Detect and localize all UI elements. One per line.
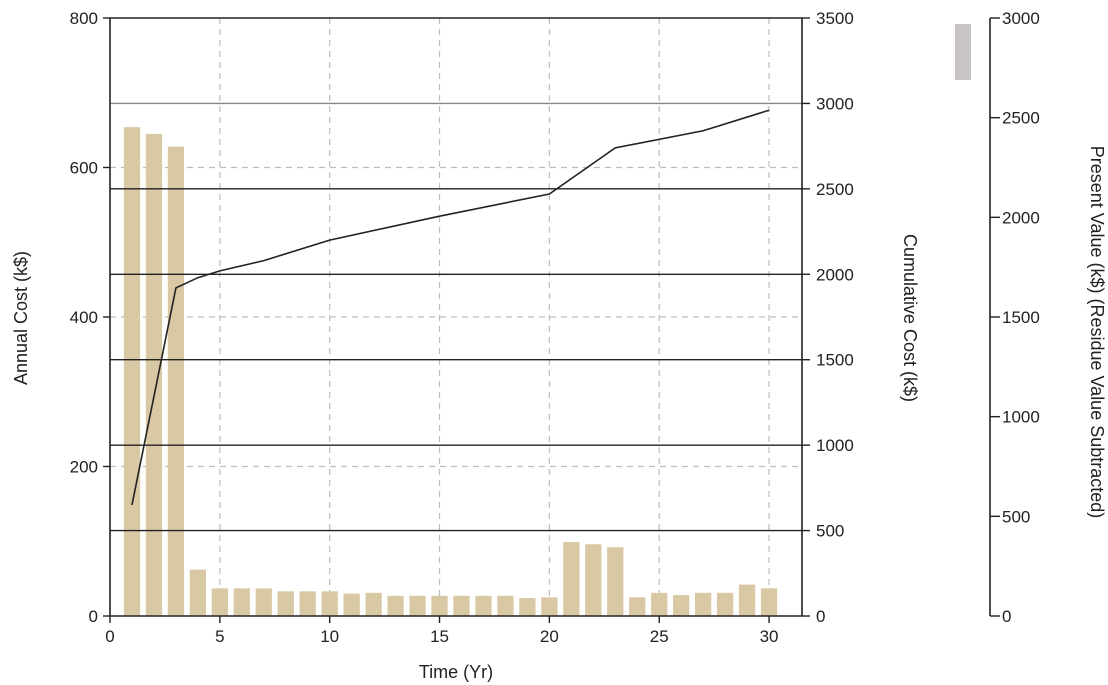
x-tick-label: 5	[215, 627, 224, 646]
far-right-tick-label: 2000	[1002, 208, 1040, 227]
x-tick-label: 15	[430, 627, 449, 646]
x-axis-label: Time (Yr)	[419, 662, 493, 682]
bar	[277, 591, 294, 616]
y-axis-right-label: Cumulative Cost (k$)	[900, 234, 920, 402]
cumulative-cost-line	[131, 109, 770, 506]
y-right-tick-label: 2000	[816, 265, 854, 284]
bar	[431, 595, 448, 616]
bar	[497, 595, 514, 616]
present-value-axis: 0 500 1000 1500 2000 2500 3000	[955, 9, 1040, 626]
bar	[365, 592, 382, 616]
cumulative-gridlines	[110, 102, 802, 532]
far-right-tick-label: 500	[1002, 507, 1030, 526]
bar	[299, 591, 316, 616]
cumulative-line	[131, 109, 770, 506]
bar	[695, 592, 712, 616]
grid	[110, 18, 802, 616]
bar	[145, 133, 163, 617]
y-right-tick-label: 1500	[816, 351, 854, 370]
far-right-tick-label: 2500	[1002, 109, 1040, 128]
y-left-tick-label: 600	[70, 159, 98, 178]
bar	[343, 593, 360, 616]
axes	[103, 17, 810, 623]
bar	[387, 595, 404, 616]
far-right-tick-label: 0	[1002, 607, 1011, 626]
y-right-tick-label: 500	[816, 522, 844, 541]
bar	[519, 598, 536, 616]
y-left-tick-label: 800	[70, 9, 98, 28]
y-right-tick-label: 1000	[816, 436, 854, 455]
y-right-tick-label: 0	[816, 607, 825, 626]
bar	[409, 595, 426, 616]
x-tick-label: 20	[540, 627, 559, 646]
bar	[716, 592, 734, 616]
bar	[651, 592, 668, 616]
x-tick-label: 0	[105, 627, 114, 646]
x-tick-label: 10	[320, 627, 339, 646]
bar	[233, 588, 250, 616]
y-axis-far-right-label: Present Value (k$) (Residue Value Subtra…	[1087, 146, 1107, 519]
y-right-tick-label: 3000	[816, 94, 854, 113]
bar	[585, 544, 602, 616]
bar	[607, 547, 624, 616]
bar	[629, 597, 646, 616]
x-tick-label: 30	[760, 627, 779, 646]
far-right-tick-label: 1000	[1002, 408, 1040, 427]
bar	[189, 569, 207, 616]
bar	[541, 597, 558, 616]
bar	[475, 595, 492, 616]
y-right-tick-label: 2500	[816, 180, 854, 199]
x-tick-label: 25	[650, 627, 669, 646]
bar	[167, 146, 185, 616]
bar	[453, 595, 470, 616]
y-axis-left-label: Annual Cost (k$)	[11, 251, 31, 385]
bar	[673, 595, 690, 616]
far-right-tick-label: 3000	[1002, 9, 1040, 28]
y-left-tick-label: 0	[89, 607, 98, 626]
bar	[563, 541, 580, 616]
y-right-tick-label: 3500	[816, 9, 854, 28]
y-left-tick-label: 200	[70, 458, 98, 477]
bar	[255, 588, 272, 616]
bar	[123, 127, 141, 616]
bar	[321, 591, 338, 616]
tick-labels: 0 5 10 15 20 25 30 0 200 400 600 800 0 500 1000 1500 200…	[70, 9, 854, 646]
bar	[738, 584, 756, 616]
present-value-bar	[955, 24, 971, 80]
bar	[760, 588, 778, 616]
annual-cost-bars	[123, 127, 778, 617]
y-left-tick-label: 400	[70, 308, 98, 327]
far-right-tick-label: 1500	[1002, 308, 1040, 327]
bar	[211, 588, 228, 616]
